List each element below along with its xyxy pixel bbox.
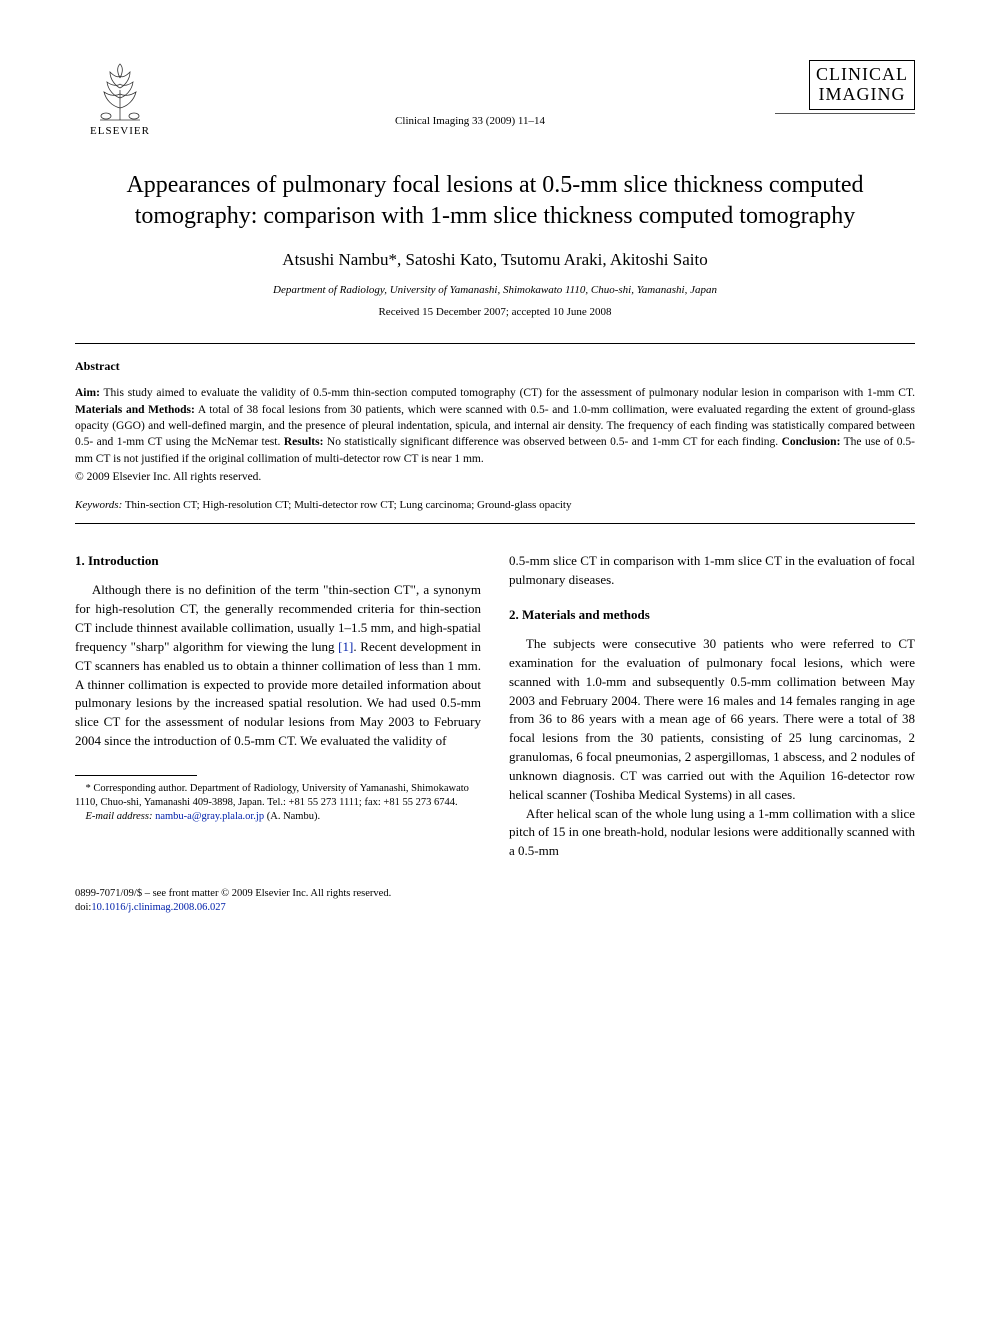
journal-logo: CLINICAL IMAGING [775, 60, 915, 114]
rule-above-abstract [75, 343, 915, 344]
front-matter-footer: 0899-7071/09/$ – see front matter © 2009… [75, 887, 915, 915]
intro-paragraph-1: Although there is no definition of the t… [75, 581, 481, 751]
abstract-block: Abstract Aim: This study aimed to evalua… [75, 358, 915, 486]
affiliation: Department of Radiology, University of Y… [75, 283, 915, 299]
citation-1-link[interactable]: [1] [338, 639, 353, 654]
page-header: ELSEVIER Clinical Imaging 33 (2009) 11–1… [75, 60, 915, 140]
authors: Atsushi Nambu*, Satoshi Kato, Tsutomu Ar… [75, 248, 915, 273]
keywords-text: Thin-section CT; High-resolution CT; Mul… [122, 499, 571, 511]
abstract-aim-text: This study aimed to evaluate the validit… [100, 387, 915, 399]
doi-link[interactable]: 10.1016/j.clinimag.2008.06.027 [91, 902, 225, 913]
abstract-conclusion-label: Conclusion: [782, 436, 841, 448]
journal-logo-text: CLINICAL IMAGING [809, 60, 915, 110]
abstract-methods-label: Materials and Methods: [75, 404, 195, 416]
methods-paragraph-1: The subjects were consecutive 30 patient… [509, 635, 915, 805]
publisher-logo: ELSEVIER [75, 60, 165, 140]
email-footnote: E-mail address: nambu-a@gray.plala.or.jp… [75, 810, 481, 824]
doi-label: doi: [75, 902, 91, 913]
intro-p1-continued: 0.5-mm slice CT in comparison with 1-mm … [509, 552, 915, 590]
journal-logo-underline [775, 113, 915, 114]
article-title: Appearances of pulmonary focal lesions a… [105, 170, 885, 232]
front-matter-line: 0899-7071/09/$ – see front matter © 2009… [75, 887, 915, 901]
keywords: Keywords: Thin-section CT; High-resoluti… [75, 498, 915, 514]
abstract-aim-label: Aim: [75, 387, 100, 399]
abstract-results-label: Results: [284, 436, 324, 448]
methods-paragraph-2: After helical scan of the whole lung usi… [509, 805, 915, 862]
corresponding-author-footnote: * Corresponding author. Department of Ra… [75, 782, 481, 810]
section-2-heading: 2. Materials and methods [509, 606, 915, 625]
email-tail: (A. Nambu). [264, 811, 320, 822]
abstract-heading: Abstract [75, 358, 915, 375]
author-email-link[interactable]: nambu-a@gray.plala.or.jp [155, 811, 264, 822]
body-columns: 1. Introduction Although there is no def… [75, 552, 915, 861]
abstract-copyright: © 2009 Elsevier Inc. All rights reserved… [75, 469, 915, 486]
footnote-separator [75, 775, 197, 776]
journal-logo-line2: IMAGING [819, 84, 906, 104]
rule-below-keywords [75, 523, 915, 524]
intro-p1-part-b: . Recent development in CT scanners has … [75, 639, 481, 748]
journal-reference: Clinical Imaging 33 (2009) 11–14 [395, 114, 545, 130]
email-label: E-mail address: [86, 811, 153, 822]
doi-line: doi:10.1016/j.clinimag.2008.06.027 [75, 901, 915, 915]
keywords-label: Keywords: [75, 499, 122, 511]
elsevier-tree-icon [92, 60, 148, 122]
abstract-text: Aim: This study aimed to evaluate the va… [75, 385, 915, 467]
article-dates: Received 15 December 2007; accepted 10 J… [75, 305, 915, 321]
abstract-results-text: No statistically significant difference … [323, 436, 781, 448]
journal-logo-line1: CLINICAL [816, 64, 908, 84]
section-1-heading: 1. Introduction [75, 552, 481, 571]
publisher-name: ELSEVIER [90, 124, 150, 140]
